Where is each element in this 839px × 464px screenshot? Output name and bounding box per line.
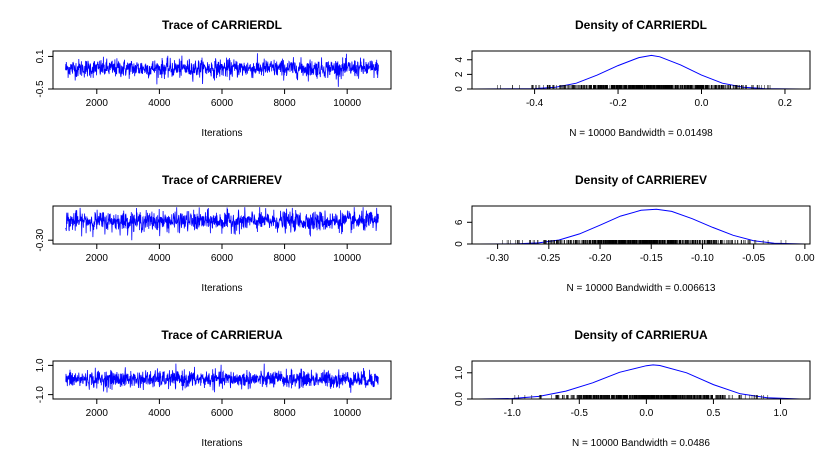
- density-ev-x-tick-label-4: -0.10: [691, 253, 714, 264]
- density-ua-x-tick-label-2: 0.0: [639, 408, 653, 419]
- trace-ev-series-line: [65, 207, 379, 241]
- density-ua-plot-frame: [471, 360, 811, 400]
- trace-ev-x-label: Iterations: [201, 283, 242, 294]
- density-dl-density-curve: [471, 54, 802, 90]
- trace-ua-x-tick-label-3: 8000: [273, 408, 296, 419]
- trace-dl-x-tick-label-2: 6000: [211, 98, 234, 109]
- trace-ev-x-tick-label-3: 8000: [273, 253, 296, 264]
- trace-ua-x-tick-label-1: 4000: [148, 408, 171, 419]
- density-dl-y-tick-label-0: 0: [454, 86, 465, 92]
- density-ua-title: Density of CARRIERUA: [574, 328, 708, 342]
- density-ua-x-tick-label-4: 1.0: [774, 408, 788, 419]
- density-dl-x-label: N = 10000 Bandwidth = 0.01498: [569, 128, 713, 139]
- density-dl-title: Density of CARRIERDL: [575, 18, 707, 32]
- density-dl-y-tick-label-2: 4: [454, 57, 465, 63]
- trace-dl-x-tick-label-4: 10000: [333, 98, 361, 109]
- trace-ua-series-line: [65, 363, 379, 393]
- density-ev-x-tick-label-2: -0.20: [589, 253, 612, 264]
- trace-dl-series-line: [65, 53, 379, 87]
- trace-dl-y-tick-label-1: 0.1: [35, 49, 46, 63]
- density-dl-plot-frame: [471, 50, 811, 90]
- trace-ua-x-tick-label-4: 10000: [333, 408, 361, 419]
- density-ev-rug: [502, 240, 787, 244]
- trace-ev-x-tick-label-4: 10000: [333, 253, 361, 264]
- density-ev-x-tick-label-5: -0.05: [742, 253, 765, 264]
- trace-dl-x-tick-label-0: 2000: [86, 98, 109, 109]
- density-ua-x-tick-label-1: -0.5: [571, 408, 589, 419]
- density-ua-x-label: N = 10000 Bandwidth = 0.0486: [572, 438, 710, 449]
- density-ev-y-tick-label-0: 0: [454, 241, 465, 247]
- trace-ev-y-tick-label-0: -0.30: [35, 228, 46, 251]
- density-ev-x-tick-label-1: -0.25: [537, 253, 560, 264]
- density-dl-y-tick-label-1: 2: [454, 71, 465, 77]
- density-dl-x-tick-label-1: -0.2: [609, 98, 627, 109]
- trace-ua-x-label: Iterations: [201, 438, 242, 449]
- density-ev-x-tick-label-6: 0.00: [795, 253, 815, 264]
- trace-ev-x-tick-label-2: 6000: [211, 253, 234, 264]
- density-ua-x-tick-label-3: 0.5: [706, 408, 720, 419]
- trace-ua-title: Trace of CARRIERUA: [161, 328, 283, 342]
- trace-ua-x-tick-label-0: 2000: [86, 408, 109, 419]
- density-ev-x-label: N = 10000 Bandwidth = 0.006613: [566, 283, 715, 294]
- density-dl-x-tick-label-2: 0.0: [695, 98, 709, 109]
- trace-dl-x-tick-label-1: 4000: [148, 98, 171, 109]
- trace-dl-y-tick-label-0: -0.5: [35, 80, 46, 98]
- density-ev-x-tick-label-3: -0.15: [640, 253, 663, 264]
- density-ua-y-tick-label-0: 0.0: [454, 392, 465, 406]
- density-ev-x-tick-label-0: -0.30: [486, 253, 509, 264]
- density-ev-panel: Density of CARRIEREV -0.30 -0.25 -0.20 -0.15…: [454, 173, 815, 294]
- density-dl-rug: [497, 85, 771, 89]
- density-ev-y-tick-label-1: 6: [454, 219, 465, 225]
- trace-dl-x-tick-label-3: 8000: [273, 98, 296, 109]
- trace-ev-x-tick-label-0: 2000: [86, 253, 109, 264]
- trace-ua-x-tick-label-2: 6000: [211, 408, 234, 419]
- density-ua-x-tick-label-0: -1.0: [504, 408, 522, 419]
- trace-ua-y-tick-label-0: -1.0: [35, 386, 46, 404]
- density-ev-density-curve: [477, 208, 805, 245]
- trace-dl-panel: Trace of CARRIERDL 2000 4000 6000 8000 10000 -…: [35, 18, 392, 139]
- density-ua-panel: Density of CARRIERUA -1.0 -0.5 0.0 0.5 1.0 0.0…: [454, 328, 811, 449]
- density-ev-title: Density of CARRIEREV: [575, 173, 707, 187]
- density-ua-density-curve: [478, 364, 801, 400]
- trace-ua-y-tick-label-1: 1.0: [35, 358, 46, 372]
- trace-dl-x-label: Iterations: [201, 128, 242, 139]
- density-ev-plot-frame: [471, 205, 811, 245]
- trace-ev-panel: Trace of CARRIEREV 2000 4000 6000 8000 10000 -…: [35, 173, 392, 294]
- density-dl-x-tick-label-0: -0.4: [526, 98, 544, 109]
- trace-ev-x-tick-label-1: 4000: [148, 253, 171, 264]
- trace-ev-title: Trace of CARRIEREV: [162, 173, 282, 187]
- density-ua-y-tick-label-1: 1.0: [454, 365, 465, 379]
- density-ua-rug: [514, 395, 769, 399]
- density-dl-x-tick-label-3: 0.2: [778, 98, 792, 109]
- density-dl-panel: Density of CARRIERDL -0.4 -0.2 0.0 0.2 0 2 4 N =…: [454, 18, 811, 139]
- trace-dl-title: Trace of CARRIERDL: [162, 18, 282, 32]
- trace-ua-panel: Trace of CARRIERUA 2000 4000 6000 8000 10000 -…: [35, 328, 392, 449]
